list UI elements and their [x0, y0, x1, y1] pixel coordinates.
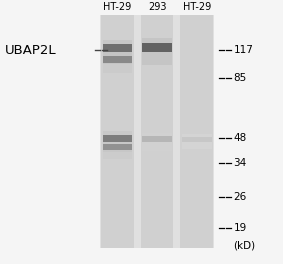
Text: HT-29: HT-29	[183, 2, 211, 12]
Text: UBAP2L: UBAP2L	[5, 44, 57, 56]
Bar	[142, 136, 172, 142]
Bar	[142, 43, 172, 51]
Bar	[101, 15, 134, 248]
Bar	[180, 15, 213, 248]
Bar	[102, 55, 132, 63]
Text: 85: 85	[233, 73, 246, 83]
Text: 293: 293	[148, 2, 166, 12]
Bar	[102, 134, 132, 142]
Bar	[182, 134, 211, 149]
Bar	[182, 136, 211, 142]
Text: 48: 48	[233, 133, 246, 143]
Bar	[102, 44, 132, 52]
Text: 26: 26	[233, 192, 246, 202]
Bar	[100, 15, 214, 248]
Bar	[102, 52, 132, 73]
Text: HT-29: HT-29	[103, 2, 132, 12]
Text: 34: 34	[233, 158, 246, 168]
Bar	[102, 144, 132, 150]
Bar	[102, 40, 132, 64]
Bar	[142, 38, 172, 65]
Text: 19: 19	[233, 223, 246, 233]
Bar	[102, 131, 132, 152]
Bar	[141, 15, 173, 248]
Text: 117: 117	[233, 45, 253, 55]
Bar	[142, 133, 172, 151]
Text: (kD): (kD)	[233, 240, 256, 250]
Bar	[102, 141, 132, 159]
